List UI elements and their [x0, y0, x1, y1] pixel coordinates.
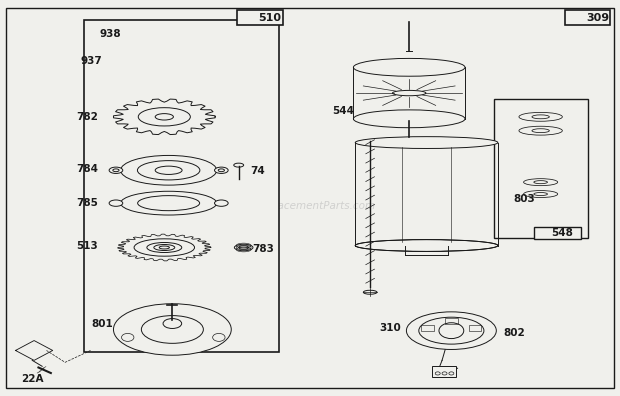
Bar	[84, 20, 279, 352]
Ellipse shape	[355, 137, 498, 148]
Ellipse shape	[148, 40, 182, 47]
Bar	[565, 10, 610, 25]
Text: 801: 801	[92, 319, 113, 329]
Ellipse shape	[519, 126, 562, 135]
Text: 783: 783	[252, 244, 274, 255]
Ellipse shape	[215, 200, 228, 206]
Ellipse shape	[407, 312, 496, 349]
Ellipse shape	[109, 167, 123, 173]
Text: 513: 513	[76, 241, 98, 251]
Ellipse shape	[355, 240, 498, 251]
Text: 22A: 22A	[21, 374, 43, 385]
Ellipse shape	[147, 242, 182, 253]
Text: 544: 544	[333, 106, 355, 116]
Ellipse shape	[113, 304, 231, 355]
Text: 548: 548	[551, 228, 574, 238]
Text: 802: 802	[503, 328, 525, 339]
Bar	[432, 366, 456, 377]
Ellipse shape	[109, 200, 123, 206]
Ellipse shape	[148, 50, 182, 57]
Ellipse shape	[148, 68, 182, 75]
Bar	[422, 326, 434, 331]
Text: 74: 74	[250, 166, 265, 176]
Text: 782: 782	[76, 112, 98, 122]
Text: 937: 937	[81, 55, 102, 66]
Bar	[494, 99, 588, 238]
Ellipse shape	[519, 112, 562, 121]
Ellipse shape	[148, 74, 182, 81]
Text: 803: 803	[513, 194, 535, 204]
Bar	[469, 326, 481, 331]
Ellipse shape	[353, 110, 465, 128]
Ellipse shape	[523, 190, 557, 198]
Text: 938: 938	[99, 29, 121, 39]
Text: 510: 510	[258, 13, 281, 23]
Bar	[534, 227, 581, 239]
Ellipse shape	[121, 156, 217, 185]
Ellipse shape	[134, 239, 195, 256]
Ellipse shape	[148, 56, 182, 63]
Text: 309: 309	[587, 13, 610, 23]
Ellipse shape	[523, 179, 557, 186]
Text: 784: 784	[76, 164, 98, 174]
Ellipse shape	[234, 244, 253, 251]
Bar	[445, 318, 458, 324]
Ellipse shape	[215, 167, 228, 173]
Bar	[304, 8, 608, 388]
Text: 785: 785	[76, 198, 98, 208]
Bar	[237, 10, 283, 25]
Ellipse shape	[148, 44, 182, 51]
Ellipse shape	[121, 191, 217, 215]
Ellipse shape	[353, 58, 465, 76]
Text: 310: 310	[379, 323, 401, 333]
Text: ©ReplacementParts.com: ©ReplacementParts.com	[244, 201, 376, 211]
Ellipse shape	[138, 108, 190, 126]
Ellipse shape	[163, 318, 182, 329]
Ellipse shape	[161, 29, 184, 38]
Ellipse shape	[148, 62, 182, 69]
